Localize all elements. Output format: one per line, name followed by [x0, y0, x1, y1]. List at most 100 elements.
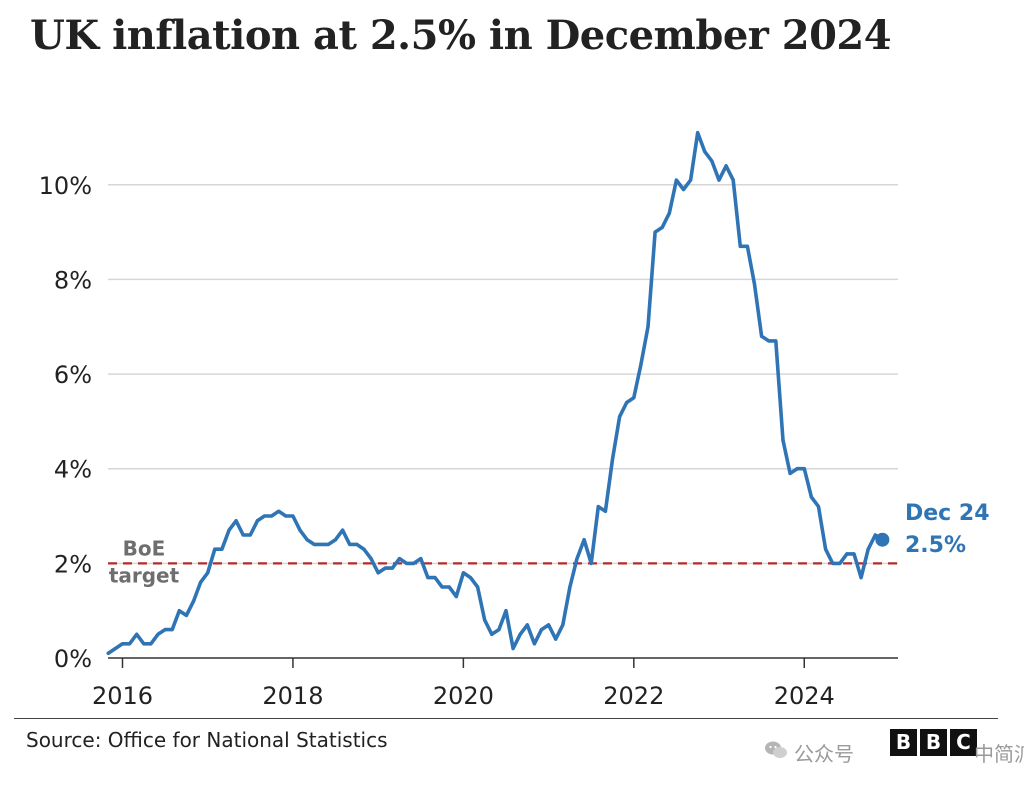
data-point-2020-05	[490, 632, 494, 636]
data-point-2021-04	[568, 585, 572, 589]
end-label-date: Dec 24	[905, 501, 990, 526]
data-point-2017-04	[227, 528, 231, 532]
data-point-2019-08	[426, 575, 430, 580]
data-point-2016-10	[184, 613, 189, 618]
data-point-2018-09	[348, 542, 352, 547]
data-point-2020-03	[475, 585, 480, 589]
data-point-2023-12	[795, 467, 799, 471]
inflation-line-chart: 0% 2% 4% 6% 8% 10% 2016 2018 2020 2022 2024 BoE ta…	[39, 130, 990, 710]
data-point-2017-02	[213, 547, 217, 551]
x-tick-label: 2016	[92, 682, 153, 710]
data-point-2016-12	[199, 580, 203, 584]
x-tick-label: 2018	[262, 682, 323, 710]
data-point-2024-09	[859, 575, 863, 580]
y-tick-label: 2%	[54, 550, 92, 578]
data-point-2023-09	[774, 339, 778, 343]
data-point-2021-08	[596, 504, 600, 509]
data-point-2018-04	[312, 542, 316, 547]
data-point-2022-09	[689, 178, 693, 182]
data-point-2019-07	[419, 557, 423, 561]
data-point-2022-08	[681, 187, 686, 192]
data-point-2021-09	[603, 509, 608, 513]
data-point-2021-05	[575, 557, 579, 561]
data-point-2019-05	[404, 561, 409, 565]
data-point-2020-04	[483, 618, 487, 622]
chart-title: UK inflation at 2.5% in December 2024	[30, 12, 892, 59]
logo-letter-b2: B	[920, 729, 947, 756]
data-point-2018-01	[291, 514, 295, 518]
data-point-2018-06	[326, 542, 331, 547]
data-point-2019-02	[383, 566, 387, 570]
y-tick-label: 8%	[54, 266, 92, 294]
bbc-logo: B B C	[890, 729, 977, 756]
data-point-2017-05	[234, 519, 238, 523]
data-point-2017-09	[262, 514, 267, 518]
data-point-2016-04	[142, 642, 146, 646]
wechat-icon	[765, 741, 787, 758]
data-point-2018-11	[362, 547, 366, 551]
watermark-text: 公众号	[794, 742, 854, 766]
data-point-2021-06	[582, 538, 586, 542]
data-point-2017-12	[284, 514, 288, 518]
data-point-2016-06	[156, 632, 160, 636]
data-point-2015-12	[113, 646, 117, 651]
target-label-line1: BoE	[123, 536, 166, 560]
data-point-2019-12	[454, 594, 458, 599]
latest-value-marker	[875, 532, 890, 547]
data-point-2017-08	[255, 519, 260, 523]
data-point-2023-05	[745, 244, 750, 248]
data-point-2024-02	[809, 495, 813, 499]
data-point-2021-10	[610, 457, 615, 461]
data-point-2021-02	[554, 637, 558, 641]
data-point-2016-05	[149, 642, 153, 646]
data-point-2023-10	[781, 438, 785, 442]
data-point-2015-11	[106, 651, 110, 655]
data-point-2018-03	[305, 538, 309, 542]
data-point-2019-10	[440, 585, 444, 589]
data-point-2020-01	[461, 571, 465, 575]
data-point-2019-03	[390, 566, 394, 570]
data-point-2024-04	[823, 547, 828, 551]
x-tick-label: 2020	[433, 682, 494, 710]
y-tick-label: 0%	[54, 645, 92, 673]
data-point-2022-07	[674, 178, 679, 182]
data-point-2019-04	[397, 557, 402, 561]
data-point-2018-10	[355, 542, 359, 547]
data-point-2022-02	[639, 363, 643, 367]
y-tick-label: 10%	[39, 172, 92, 200]
data-point-2024-08	[852, 552, 856, 556]
data-point-2024-01	[802, 467, 806, 471]
data-point-2024-05	[831, 561, 835, 565]
data-point-2020-07	[504, 609, 508, 613]
end-annotation: Dec 24 2.5%	[905, 501, 990, 558]
data-point-2022-03	[646, 325, 650, 329]
data-point-2023-07	[760, 334, 764, 338]
data-point-2024-07	[845, 552, 849, 556]
data-point-2021-11	[618, 415, 622, 419]
data-point-2023-01	[717, 178, 721, 182]
data-point-2017-06	[241, 533, 245, 537]
data-point-2022-05	[660, 225, 664, 229]
data-point-2017-11	[277, 509, 281, 513]
data-point-2020-09	[518, 632, 522, 636]
series-line-0	[106, 130, 885, 656]
watermark-tail: 中简派	[974, 742, 1024, 766]
logo-letter-b1: B	[890, 729, 917, 756]
boe-target-line: BoE target	[108, 536, 898, 587]
data-point-2024-06	[838, 561, 842, 565]
x-tick-label: 2022	[603, 682, 664, 710]
data-point-2018-08	[341, 528, 345, 532]
data-point-2016-07	[163, 628, 167, 632]
data-point-2022-01	[632, 396, 636, 400]
data-point-2024-10	[866, 547, 870, 551]
end-label-value: 2.5%	[905, 533, 966, 558]
data-point-2020-12	[539, 628, 544, 632]
source-note: Source: Office for National Statistics	[26, 728, 388, 752]
y-tick-label: 4%	[54, 456, 92, 484]
data-point-2022-11	[703, 150, 707, 154]
data-point-2017-07	[248, 533, 252, 537]
data-point-2017-01	[206, 571, 210, 575]
footer-divider	[14, 718, 998, 719]
logo-letter-c: C	[950, 729, 977, 756]
data-point-2016-09	[177, 609, 181, 613]
